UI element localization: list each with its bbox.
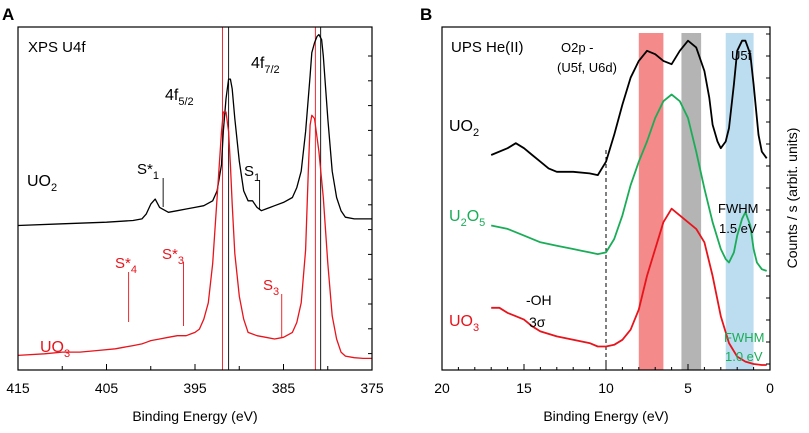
annotation-s-star-1: S*1: [137, 161, 159, 182]
annotation-oh-line1: -OH: [526, 292, 552, 308]
x-tick-label: 375: [360, 380, 384, 396]
energy-band-1: [638, 33, 664, 370]
panel-a-y-ticks: [368, 55, 372, 355]
annotation-s-1: S1: [244, 163, 260, 184]
panel-b-title: UPS He(II): [451, 39, 524, 56]
peak-label-4f52: 4f5/2: [165, 87, 194, 108]
panel-a-reference-lines: [221, 27, 322, 370]
energy-band-2: [681, 33, 702, 370]
x-tick-label: 5: [684, 380, 692, 396]
panel-a-x-ticks: 415 405 395 385 375: [6, 364, 384, 396]
fwhm-green-value: 1.0 eV: [725, 349, 763, 364]
panel-b: B 20 15 10 5 0 UPS He(II) O2p - (U5f, U6d) U…: [420, 5, 800, 424]
fwhm-black-label: FWHM: [718, 201, 758, 216]
panel-b-y-axis-label: Counts / s (arbit. units): [784, 128, 800, 269]
panel-b-series: [490, 39, 768, 366]
peak-label-4f72: 4f7/2: [251, 55, 280, 76]
x-tick-label: 385: [272, 380, 296, 396]
panel-a-series: [18, 33, 372, 360]
x-tick-label: 15: [516, 380, 532, 396]
energy-band-3: [725, 33, 754, 370]
series-line-b-uo2: [490, 39, 768, 177]
band-label-u5f: U5f: [731, 48, 752, 63]
series-label-uo3-a: UO3: [40, 339, 70, 360]
panel-a-title: XPS U4f: [28, 39, 86, 56]
panel-a-annotation-lines: [128, 178, 283, 338]
series-line-a-uo3: [18, 111, 372, 360]
series-label-uo3-b: UO3: [449, 313, 479, 334]
panel-a-plot-frame: [17, 26, 373, 371]
panel-b-x-axis-label: Binding Energy (eV): [543, 408, 668, 424]
x-tick-label: 395: [183, 380, 207, 396]
x-tick-label: 0: [766, 380, 774, 396]
annotation-oh-line2: 3σ: [529, 314, 546, 330]
series-label-u2o5-b: U2O5: [449, 208, 485, 229]
series-label-uo2-a: UO2: [27, 173, 57, 194]
fwhm-black-value: 1.5 eV: [719, 221, 757, 236]
fwhm-green-label: FWHM: [724, 330, 764, 345]
panel-a-x-axis-label: Binding Energy (eV): [132, 408, 257, 424]
band-label-o2p-line1: O2p -: [561, 40, 594, 55]
panel-a: A 415 405 395 385 375 XPS U4f 4f5/2 4f7/2 UO…: [2, 5, 384, 424]
annotation-s-star-3: S*3: [162, 246, 184, 267]
annotation-s-star-4: S*4: [115, 255, 137, 276]
panel-a-letter: A: [2, 5, 14, 24]
panel-b-x-ticks: 20 15 10 5 0: [434, 364, 774, 396]
panel-b-bands: [638, 33, 754, 370]
panel-b-letter: B: [420, 5, 432, 24]
x-tick-label: 10: [598, 380, 614, 396]
band-label-o2p-line2: (U5f, U6d): [557, 60, 617, 75]
x-tick-label: 415: [6, 380, 30, 396]
series-line-b-u2o5: [491, 93, 767, 272]
x-tick-label: 20: [434, 380, 450, 396]
annotation-s-3: S3: [263, 277, 279, 298]
series-label-uo2-b: UO2: [449, 118, 479, 139]
series-line-b-uo3: [491, 207, 767, 366]
x-tick-label: 405: [95, 380, 119, 396]
panel-b-y-ticks: [766, 33, 770, 365]
series-line-a-uo2: [18, 33, 372, 227]
